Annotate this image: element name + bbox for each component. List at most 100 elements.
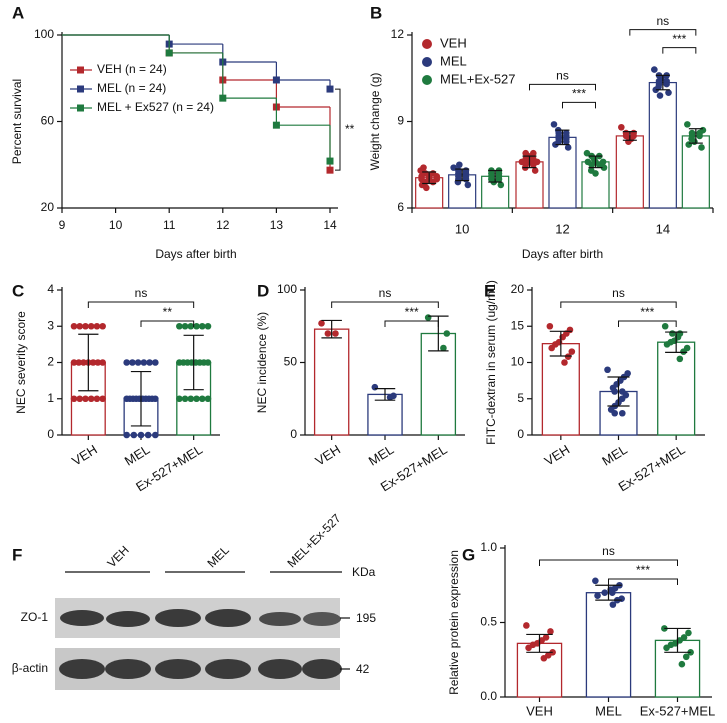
significance-label: ns: [379, 286, 392, 300]
size-label: 42: [356, 662, 370, 676]
data-point: [93, 395, 101, 403]
y-axis-label: Weight change (g): [368, 73, 382, 171]
band: [106, 611, 150, 627]
y-axis-label: Relative protein expression: [447, 550, 461, 695]
data-point: [187, 395, 195, 403]
survival-marker: [272, 76, 280, 84]
data-point: [564, 353, 572, 361]
bar: [367, 393, 403, 436]
data-point: [93, 322, 101, 330]
data-point: [204, 359, 212, 366]
significance-bracket: [529, 83, 596, 91]
data-point: [146, 359, 153, 366]
significance-bracket: [629, 29, 697, 36]
band: [259, 612, 301, 626]
legend-marker: [77, 66, 84, 74]
bar: [541, 342, 580, 436]
data-point: [561, 359, 568, 366]
y-tick-label: 20: [41, 200, 55, 214]
data-point: [87, 395, 95, 403]
data-point: [70, 395, 78, 403]
data-point: [454, 178, 462, 186]
x-tick-label: 12: [216, 218, 230, 232]
significance-label: ns: [656, 14, 669, 28]
band: [105, 659, 151, 679]
data-point: [386, 394, 394, 401]
data-point: [552, 141, 559, 148]
bar: [657, 341, 696, 436]
x-tick-label: 14: [323, 218, 337, 232]
row-label: ZO-1: [21, 610, 49, 624]
significance-label: ***: [672, 32, 686, 46]
data-point: [663, 644, 670, 652]
y-tick-label: 6: [397, 200, 404, 214]
data-point: [685, 629, 692, 637]
data-point: [462, 167, 470, 174]
y-tick-label: 50: [284, 355, 298, 369]
data-point: [443, 330, 451, 337]
x-tick-label: VEH: [69, 442, 100, 469]
data-point: [611, 409, 618, 417]
data-point: [70, 322, 78, 330]
bar: [515, 161, 544, 209]
data-point: [698, 144, 705, 151]
data-point: [523, 622, 530, 629]
data-point: [611, 388, 618, 395]
data-point: [423, 184, 430, 192]
data-point: [622, 132, 630, 140]
data-point: [601, 589, 608, 596]
panel-label: F: [12, 545, 22, 564]
bar: [615, 135, 644, 209]
data-point: [533, 158, 541, 166]
x-tick-label: 14: [656, 221, 670, 236]
x-tick-label: 9: [59, 218, 66, 232]
legend-label: VEH: [440, 35, 467, 50]
data-point: [324, 330, 332, 337]
data-point: [525, 644, 532, 652]
data-point: [609, 601, 617, 608]
significance-label: ns: [602, 544, 615, 558]
size-label: 195: [356, 611, 376, 625]
survival-marker: [326, 166, 334, 174]
data-point: [193, 395, 200, 403]
survival-marker: [165, 49, 173, 57]
data-point: [198, 322, 206, 330]
bar: [548, 136, 577, 209]
group-label: VEH: [104, 543, 131, 570]
data-point: [568, 348, 576, 355]
y-tick-label: 2: [47, 355, 54, 369]
data-point: [604, 366, 611, 374]
x-tick-label: 10: [109, 218, 123, 232]
y-tick-label: 12: [391, 27, 405, 41]
data-point: [181, 395, 189, 403]
data-point: [688, 135, 695, 143]
legend-label: MEL: [440, 53, 467, 68]
legend-marker: [77, 104, 84, 112]
y-tick-label: 3: [47, 318, 54, 332]
y-tick-label: 10: [511, 355, 525, 369]
data-point: [371, 383, 379, 391]
significance-bracket: [335, 88, 341, 171]
y-tick-label: 100: [277, 282, 297, 296]
data-point: [676, 355, 684, 363]
data-point: [651, 66, 658, 73]
survival-marker: [272, 121, 280, 129]
significance-bracket: [140, 320, 195, 327]
data-point: [563, 138, 570, 145]
legend-marker: [422, 75, 432, 85]
data-point: [75, 359, 83, 366]
legend-marker: [422, 57, 432, 67]
data-point: [563, 129, 570, 137]
panel-label: B: [370, 3, 382, 22]
data-point: [682, 653, 690, 661]
band: [302, 659, 342, 679]
legend-label: VEH (n = 24): [97, 62, 167, 76]
legend-label: MEL+Ex-527: [440, 71, 516, 86]
y-tick-label: 0: [517, 427, 524, 441]
data-point: [546, 322, 554, 330]
significance-bracket: [618, 320, 677, 327]
data-point: [696, 129, 703, 137]
x-tick-label: MEL: [366, 442, 397, 469]
significance-label: ***: [572, 87, 586, 101]
